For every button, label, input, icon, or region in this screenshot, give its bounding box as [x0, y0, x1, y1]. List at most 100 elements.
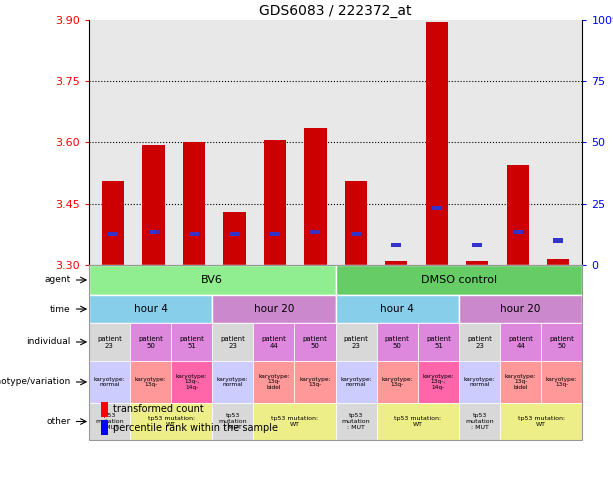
Bar — [500, 403, 582, 440]
Bar — [459, 323, 500, 361]
Bar — [229, 232, 240, 236]
Bar — [270, 232, 280, 236]
Bar — [553, 239, 563, 242]
Text: other: other — [46, 417, 70, 426]
Bar — [336, 265, 582, 295]
Text: karyotype:
13q-,
14q-: karyotype: 13q-, 14q- — [422, 374, 454, 390]
Bar — [304, 128, 327, 265]
Text: patient
23: patient 23 — [467, 336, 492, 349]
Text: karyotype:
13q-,
14q-: karyotype: 13q-, 14q- — [176, 374, 208, 390]
Text: karyotype:
13q-: karyotype: 13q- — [299, 377, 331, 387]
Bar — [345, 181, 367, 265]
Text: karyotype:
normal: karyotype: normal — [217, 377, 249, 387]
Text: karyotype:
13q-: karyotype: 13q- — [546, 377, 577, 387]
Bar — [212, 323, 253, 361]
Bar — [253, 323, 294, 361]
Bar — [336, 361, 377, 403]
Bar — [171, 361, 212, 403]
Text: patient
44: patient 44 — [508, 336, 533, 349]
Bar — [108, 232, 118, 236]
Text: patient
50: patient 50 — [549, 336, 574, 349]
Bar — [102, 181, 124, 265]
Bar — [130, 403, 212, 440]
Text: time: time — [50, 304, 70, 313]
Text: hour 4: hour 4 — [380, 304, 414, 314]
Bar — [171, 323, 212, 361]
Bar — [212, 361, 253, 403]
Bar — [253, 403, 336, 440]
Bar — [459, 361, 500, 403]
Text: tp53
mutation
: MUT: tp53 mutation : MUT — [218, 413, 247, 430]
Bar — [212, 295, 336, 323]
Bar — [294, 323, 336, 361]
Text: tp53
mutation
: MUT: tp53 mutation : MUT — [465, 413, 494, 430]
Text: genotype/variation: genotype/variation — [0, 378, 70, 386]
Bar — [351, 232, 361, 236]
Bar — [223, 212, 246, 265]
Bar — [385, 261, 408, 265]
Text: transformed count: transformed count — [113, 404, 204, 414]
Text: DMSO control: DMSO control — [421, 275, 497, 285]
Text: karyotype:
13q-: karyotype: 13q- — [381, 377, 413, 387]
Text: patient
23: patient 23 — [221, 336, 245, 349]
Bar — [253, 361, 294, 403]
Text: karyotype:
normal: karyotype: normal — [340, 377, 372, 387]
Bar — [377, 361, 418, 403]
Bar — [418, 361, 459, 403]
Text: patient
23: patient 23 — [97, 336, 122, 349]
Bar — [336, 295, 459, 323]
Text: patient
51: patient 51 — [426, 336, 451, 349]
Text: tp53
mutation
: MUT: tp53 mutation : MUT — [95, 413, 124, 430]
Bar — [466, 261, 489, 265]
Text: karyotype:
13q-
bidel: karyotype: 13q- bidel — [505, 374, 536, 390]
Bar — [264, 141, 286, 265]
Text: individual: individual — [26, 338, 70, 346]
Text: hour 20: hour 20 — [254, 304, 294, 314]
Text: BV6: BV6 — [201, 275, 223, 285]
Bar — [89, 323, 130, 361]
Bar — [294, 361, 336, 403]
Bar — [101, 420, 108, 436]
Bar — [183, 142, 205, 265]
Bar — [89, 361, 130, 403]
Bar — [336, 403, 377, 440]
Bar — [547, 259, 569, 265]
Bar — [336, 323, 377, 361]
Bar — [148, 230, 159, 234]
Bar — [418, 323, 459, 361]
Text: tp53
mutation
: MUT: tp53 mutation : MUT — [342, 413, 370, 430]
Bar — [500, 361, 541, 403]
Bar — [512, 230, 523, 234]
Text: karyotype:
13q-
bidel: karyotype: 13q- bidel — [258, 374, 290, 390]
Text: tp53 mutation:
WT: tp53 mutation: WT — [271, 416, 318, 427]
Text: tp53 mutation:
WT: tp53 mutation: WT — [148, 416, 195, 427]
Text: hour 20: hour 20 — [500, 304, 541, 314]
Text: patient
23: patient 23 — [344, 336, 368, 349]
Text: patient
51: patient 51 — [179, 336, 204, 349]
Text: karyotype:
13q-: karyotype: 13q- — [135, 377, 166, 387]
Bar — [89, 265, 336, 295]
Bar — [500, 323, 541, 361]
Text: patient
44: patient 44 — [262, 336, 286, 349]
Bar — [212, 403, 253, 440]
Text: percentile rank within the sample: percentile rank within the sample — [113, 423, 278, 433]
Bar — [541, 323, 582, 361]
Bar — [432, 206, 442, 210]
Bar — [506, 165, 529, 265]
Text: karyotype:
normal: karyotype: normal — [463, 377, 495, 387]
Text: karyotype:
normal: karyotype: normal — [94, 377, 125, 387]
Bar — [89, 265, 582, 440]
Bar — [472, 242, 482, 247]
Bar — [89, 295, 212, 323]
Bar — [101, 401, 108, 416]
Text: agent: agent — [44, 275, 70, 284]
Bar — [310, 230, 321, 234]
Text: tp53 mutation:
WT: tp53 mutation: WT — [394, 416, 441, 427]
Text: hour 4: hour 4 — [134, 304, 167, 314]
Bar — [377, 403, 459, 440]
Bar — [377, 323, 418, 361]
Bar — [130, 323, 171, 361]
Title: GDS6083 / 222372_at: GDS6083 / 222372_at — [259, 3, 412, 17]
Bar — [425, 22, 448, 265]
Bar — [391, 242, 402, 247]
